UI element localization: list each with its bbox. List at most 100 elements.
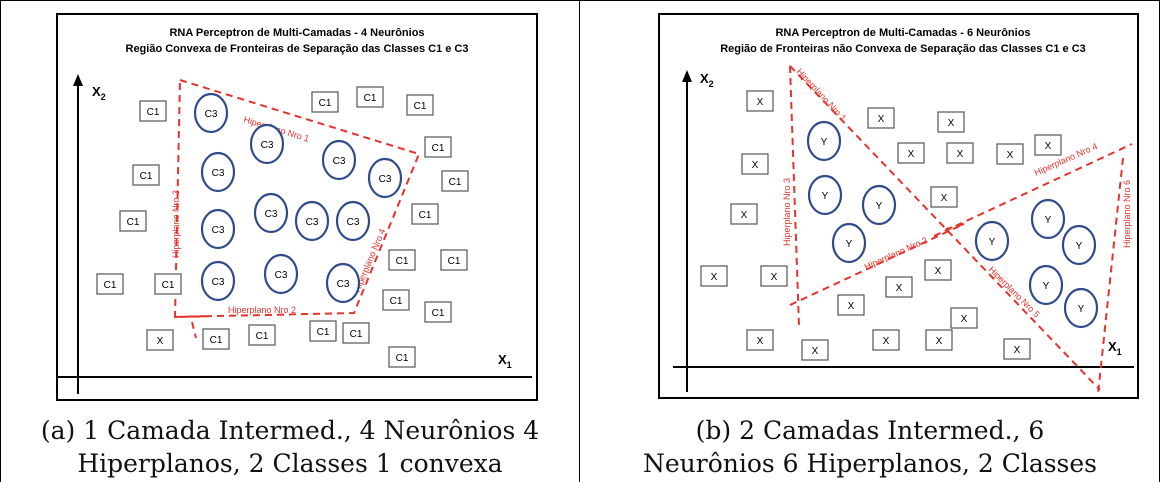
panel-a-c3-point-label: C3 <box>212 225 225 236</box>
panel-b-y-point: Y <box>831 222 867 264</box>
table-border-middle <box>579 0 580 482</box>
panel-b-x-point-label: X <box>812 346 819 357</box>
panel-a-c3-point-label: C3 <box>212 168 225 179</box>
panel-b-class-y-points: Y Y Y Y Y Y Y Y Y <box>806 120 1099 329</box>
panel-a-c3-point-label: C3 <box>379 174 392 185</box>
panel-a-c3-point: C3 <box>193 92 229 134</box>
panel-a-c1-point: C1 <box>388 346 416 368</box>
panel-a-c3-point: C3 <box>367 157 403 199</box>
panel-a-diagram: RNA Perceptron de Multi-Camadas - 4 Neur… <box>56 13 538 401</box>
panel-a-c1-point-label: C1 <box>448 256 461 267</box>
panel-a-convex-boundary <box>173 78 421 319</box>
panel-a-c3-point: C3 <box>294 200 330 242</box>
panel-b-x-point: X <box>897 142 925 164</box>
panel-a-c3-point-label: C3 <box>261 140 274 151</box>
panel-a-c1-point-label: C1 <box>449 177 462 188</box>
panel-a-c1-point-label: C1 <box>350 329 363 340</box>
panel-a-c1-point-label: C1 <box>147 107 160 118</box>
panel-a-c3-point: C3 <box>200 208 236 250</box>
panel-b-y-point-label: Y <box>846 239 853 250</box>
panel-b-x-point: X <box>930 186 958 208</box>
panel-a-c1-point-label: C1 <box>396 256 409 267</box>
panel-a-class-c3-points: C3 C3 C3 C3 C3 C3 C3 C3 C3 C3 C3 C3 <box>193 92 403 304</box>
panel-a-c1-point: C1 <box>139 100 167 122</box>
panel-a-c3-point-label: C3 <box>205 109 218 120</box>
panel-a-c1-point-label: C1 <box>432 143 445 154</box>
panel-a-c3-point: C3 <box>263 253 299 295</box>
panel-b-y-point: Y <box>1061 224 1097 266</box>
panel-a-c3-point: C3 <box>200 151 236 193</box>
panel-b-y-point-label: Y <box>821 137 828 148</box>
panel-b-y-point: Y <box>806 120 842 162</box>
panel-b-y-point: Y <box>807 174 843 216</box>
panel-a-hyperplane-2-extension <box>174 315 211 318</box>
panel-b-x-point-label: X <box>948 118 955 129</box>
panel-a-title-line1: RNA Perceptron de Multi-Camadas - 4 Neur… <box>169 27 424 39</box>
panel-a-class-x-points: X <box>146 329 174 351</box>
panel-b-x-point: X <box>760 265 788 287</box>
panel-a-c1-point-label: C1 <box>364 93 377 104</box>
panel-b-class-x-points: X X X X X X X X X X X X X X X X X X X X X <box>700 90 1062 361</box>
panel-a-x-point-label: X <box>157 336 164 347</box>
panel-b-y-point: Y <box>1063 287 1099 329</box>
panel-a-c1-point-label: C1 <box>319 98 332 109</box>
panel-a-c3-point: C3 <box>249 123 285 165</box>
panel-b-y-point-label: Y <box>876 201 883 212</box>
panel-b-x-point-label: X <box>883 336 890 347</box>
panel-a-c1-point: C1 <box>406 94 434 116</box>
panel-a-c1-point: C1 <box>202 328 230 350</box>
panel-a-c1-point-label: C1 <box>256 331 269 342</box>
panel-b-y-point: Y <box>1028 264 1064 306</box>
panel-b-x-point: X <box>741 153 769 175</box>
panel-b-hyperplane-6-label: Hiperplano Nro 6 <box>1122 180 1132 248</box>
panel-b-x-point: X <box>837 294 865 316</box>
panel-b-x-point: X <box>730 203 758 225</box>
panel-a-caption-line1: (a) 1 Camada Intermed., 4 Neurônios 4 <box>40 416 540 445</box>
panel-b-x-point: X <box>1034 134 1062 156</box>
panel-a-c3-point-label: C3 <box>337 279 350 290</box>
panel-a-c3-point: C3 <box>335 200 371 242</box>
panel-b-x-point-label: X <box>941 193 948 204</box>
panel-a-c1-point: C1 <box>119 210 147 232</box>
panel-b-hyperplane-4 <box>933 143 1133 237</box>
panel-b-x-point-label: X <box>935 266 942 277</box>
panel-b-x-point: X <box>946 142 974 164</box>
panel-a-c1-point: C1 <box>440 249 468 271</box>
panel-b-x-point: X <box>872 329 900 351</box>
panel-a-c1-point-label: C1 <box>396 353 409 364</box>
panel-b-x-point-label: X <box>757 336 764 347</box>
panel-b-x-point-label: X <box>1007 150 1014 161</box>
panel-b-x-point: X <box>1003 338 1031 360</box>
panel-a-c1-point: C1 <box>309 320 337 342</box>
panel-b-x-point: X <box>867 107 895 129</box>
panel-b-x-point-label: X <box>1014 345 1021 356</box>
panel-a-caption-line2: Hiperplanos, 2 Classes 1 convexa <box>77 449 503 478</box>
panel-b-x-point-label: X <box>1045 141 1052 152</box>
panel-a-c1-point-label: C1 <box>317 327 330 338</box>
table-border-left <box>0 0 1 482</box>
panel-b-caption: (b) 2 Camadas Intermed., 6 Neurônios 6 H… <box>580 414 1160 480</box>
panel-b-diagram: RNA Perceptron de Multi-Camadas - 6 Neur… <box>658 13 1139 399</box>
panel-b-x-point-label: X <box>961 314 968 325</box>
panel-b-y-point-label: Y <box>1076 241 1083 252</box>
table-border-top <box>0 0 1160 1</box>
panel-b-y-point-label: Y <box>1043 281 1050 292</box>
panel-b-x-point: X <box>885 276 913 298</box>
panel-b-y-point-label: Y <box>1045 215 1052 226</box>
panel-a-hyperplane-3-label: Hiperplano Nro 3 <box>171 190 181 258</box>
panel-a-c1-point-label: C1 <box>127 217 140 228</box>
panel-b-hyperplanes <box>789 65 1133 395</box>
panel-a-c3-point-label: C3 <box>333 156 346 167</box>
panel-a-caption: (a) 1 Camada Intermed., 4 Neurônios 4 Hi… <box>0 414 580 480</box>
panel-a-c1-point-label: C1 <box>140 171 153 182</box>
panel-b-x-point-label: X <box>752 160 759 171</box>
panel-a-c3-point: C3 <box>253 192 289 234</box>
panel-b-x-point-label: X <box>848 301 855 312</box>
panel-b-x-point: X <box>924 259 952 281</box>
panel-a-c1-point: C1 <box>356 86 384 108</box>
panel-a-c1-point-label: C1 <box>414 101 427 112</box>
panel-a-c1-point: C1 <box>411 203 439 225</box>
panel-a-c1-point: C1 <box>382 289 410 311</box>
panel-a-c1-point: C1 <box>424 301 452 323</box>
panel-b-x-point-label: X <box>936 336 943 347</box>
